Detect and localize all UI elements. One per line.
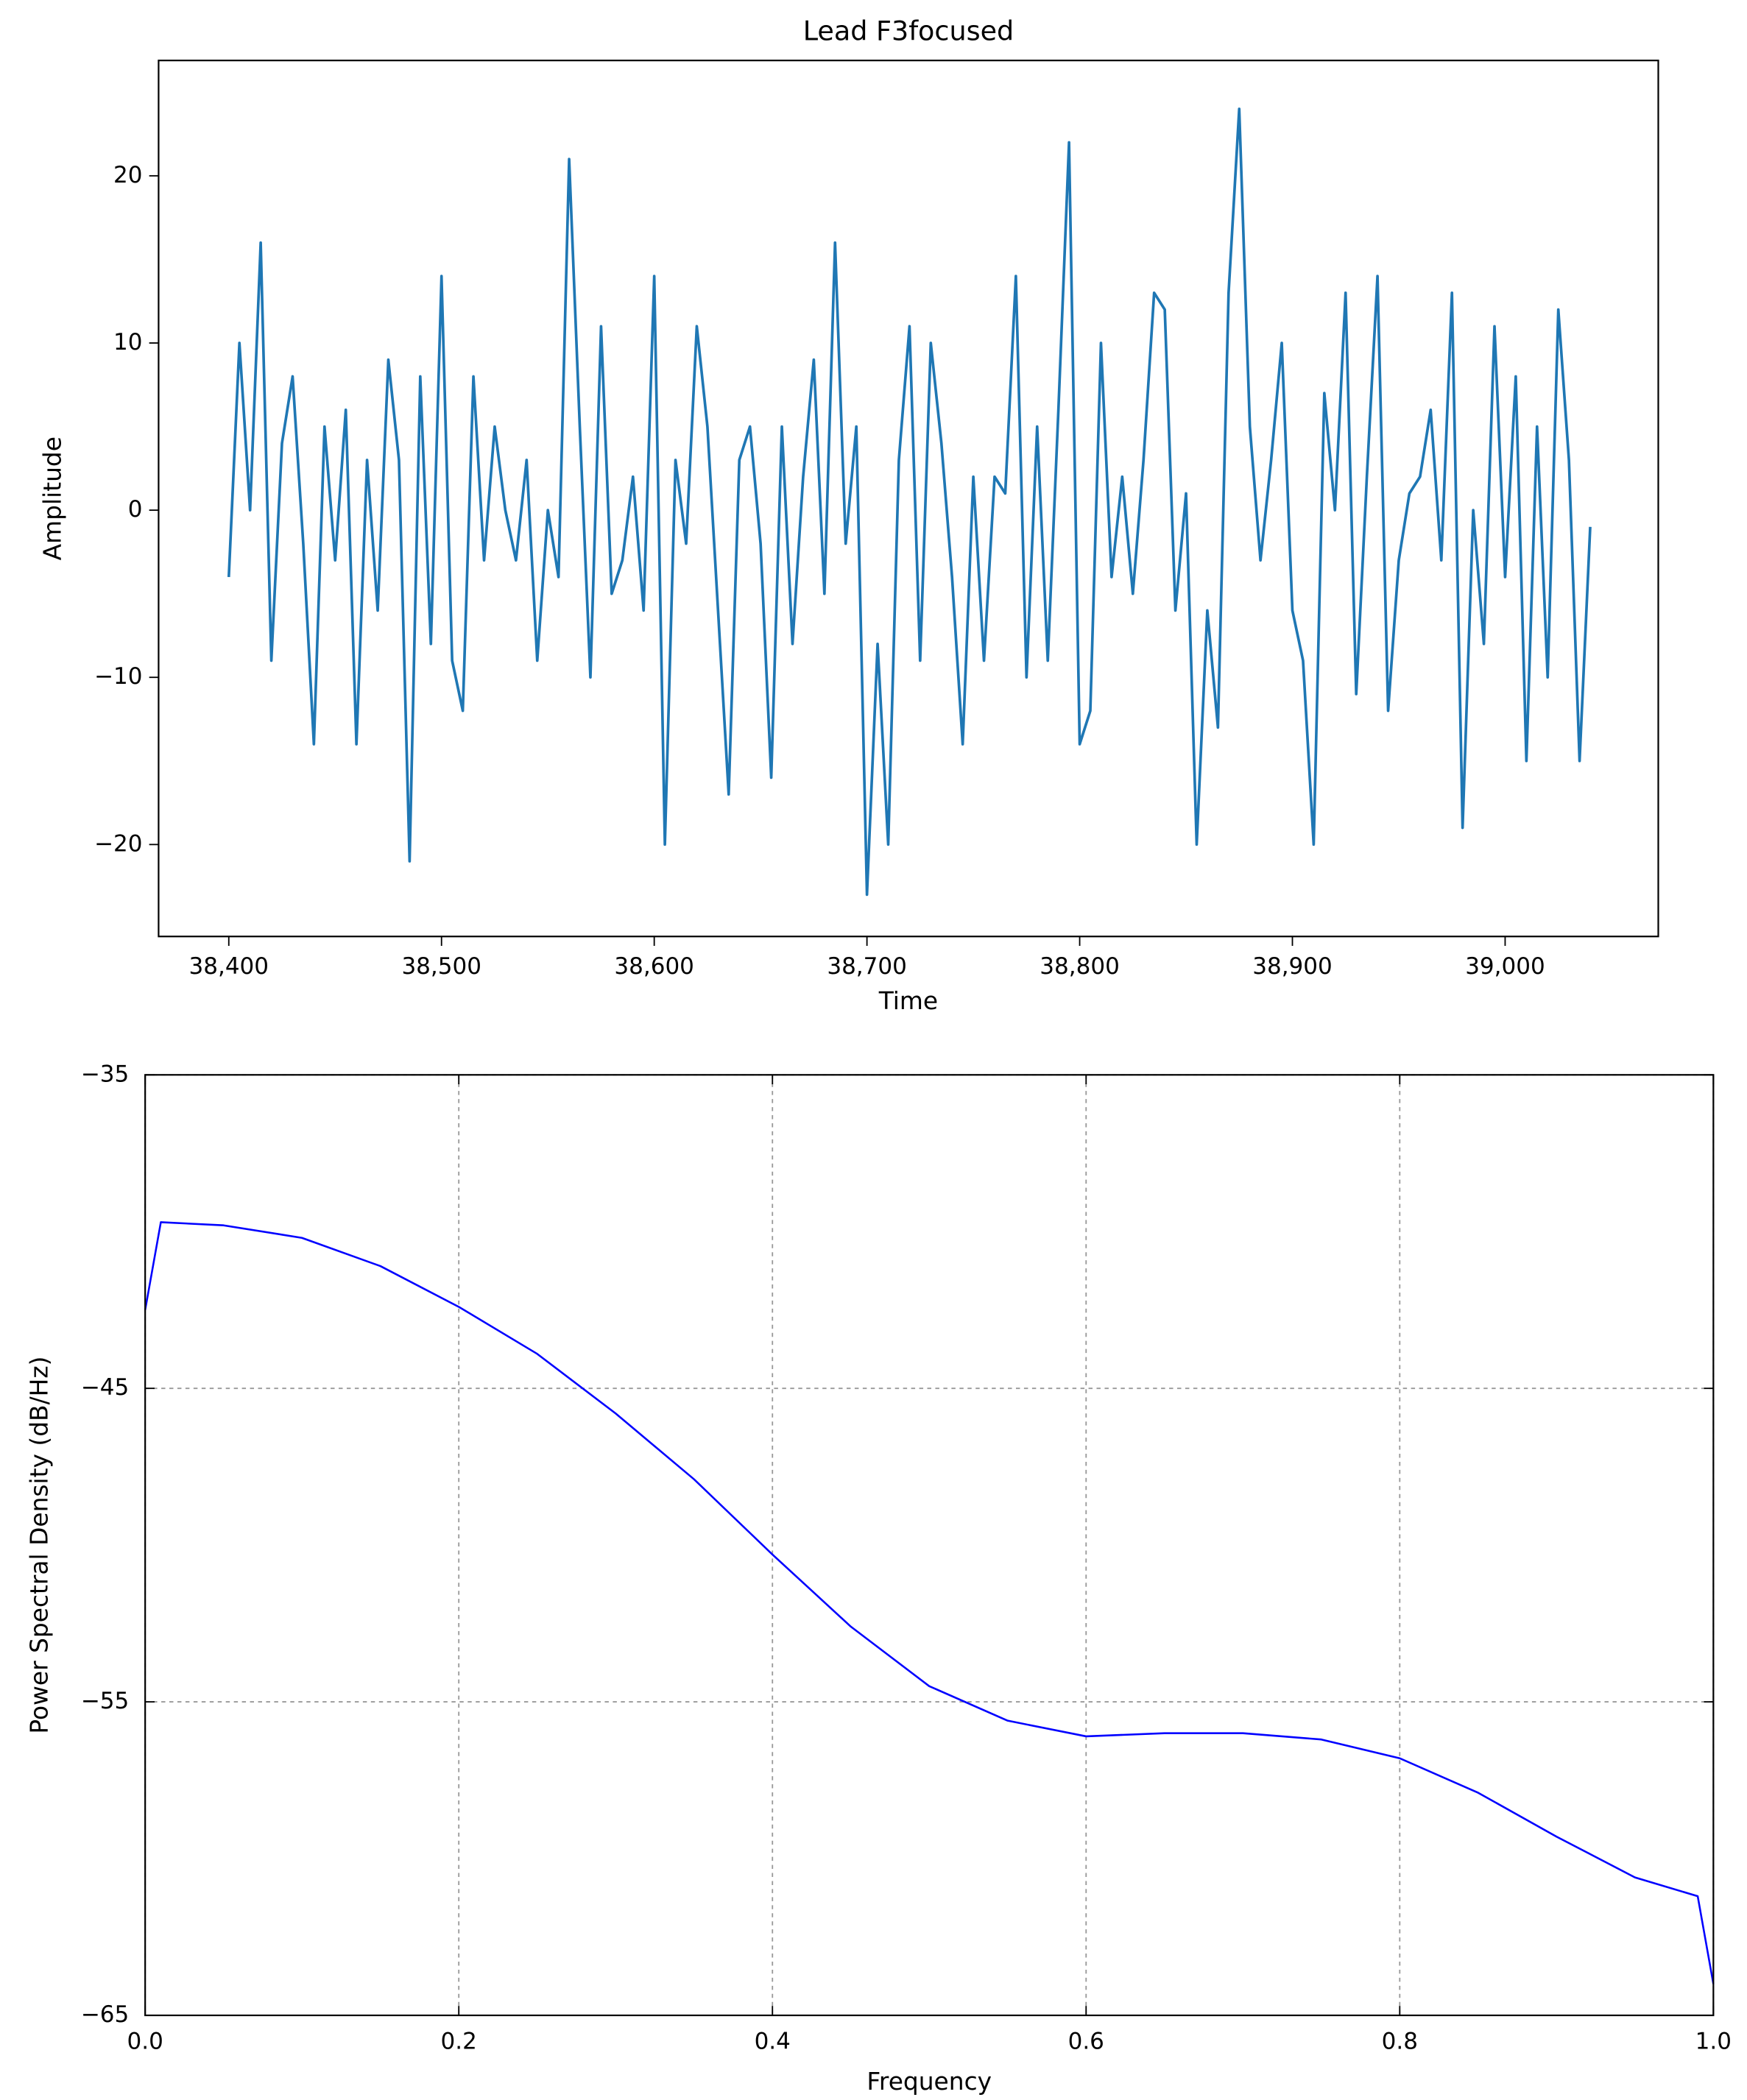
y-axis-label: Amplitude (39, 436, 67, 560)
y-tick-label: −45 (81, 1374, 129, 1401)
chart-title: Lead F3focused (803, 15, 1014, 46)
plot-frame (144, 1074, 1715, 2017)
data-line (144, 1221, 1715, 1984)
y-tick-label: 20 (113, 162, 142, 188)
x-tick-label: 38,800 (1040, 953, 1120, 980)
x-tick-label: 0.8 (1382, 2029, 1418, 2055)
x-tick-label: 38,900 (1252, 953, 1333, 980)
x-tick-label: 38,400 (189, 953, 269, 980)
y-tick-label: −55 (81, 1688, 129, 1714)
y-tick-label: −20 (94, 830, 142, 857)
y-axis-label: Power Spectral Density (dB/Hz) (25, 1357, 53, 1734)
x-tick-label: 0.0 (127, 2029, 163, 2055)
x-tick-label: 38,500 (401, 953, 481, 980)
x-tick-label: 1.0 (1695, 2029, 1732, 2055)
y-tick-label: −35 (81, 1061, 129, 1087)
y-tick-label: 10 (113, 329, 142, 356)
x-tick-label: 39,000 (1465, 953, 1545, 980)
plot-frame (158, 60, 1659, 938)
x-tick-label: 0.6 (1068, 2029, 1104, 2055)
x-axis-label: Frequency (867, 2068, 992, 2096)
x-axis-label: Time (878, 987, 938, 1015)
x-tick-label: 0.4 (755, 2029, 791, 2055)
x-tick-label: 38,600 (614, 953, 694, 980)
x-tick-label: 38,700 (827, 953, 907, 980)
data-line (227, 107, 1592, 897)
y-tick-label: −10 (94, 663, 142, 690)
y-tick-label: −65 (81, 2001, 129, 2028)
x-tick-label: 0.2 (441, 2029, 477, 2055)
y-tick-label: 0 (128, 496, 143, 523)
